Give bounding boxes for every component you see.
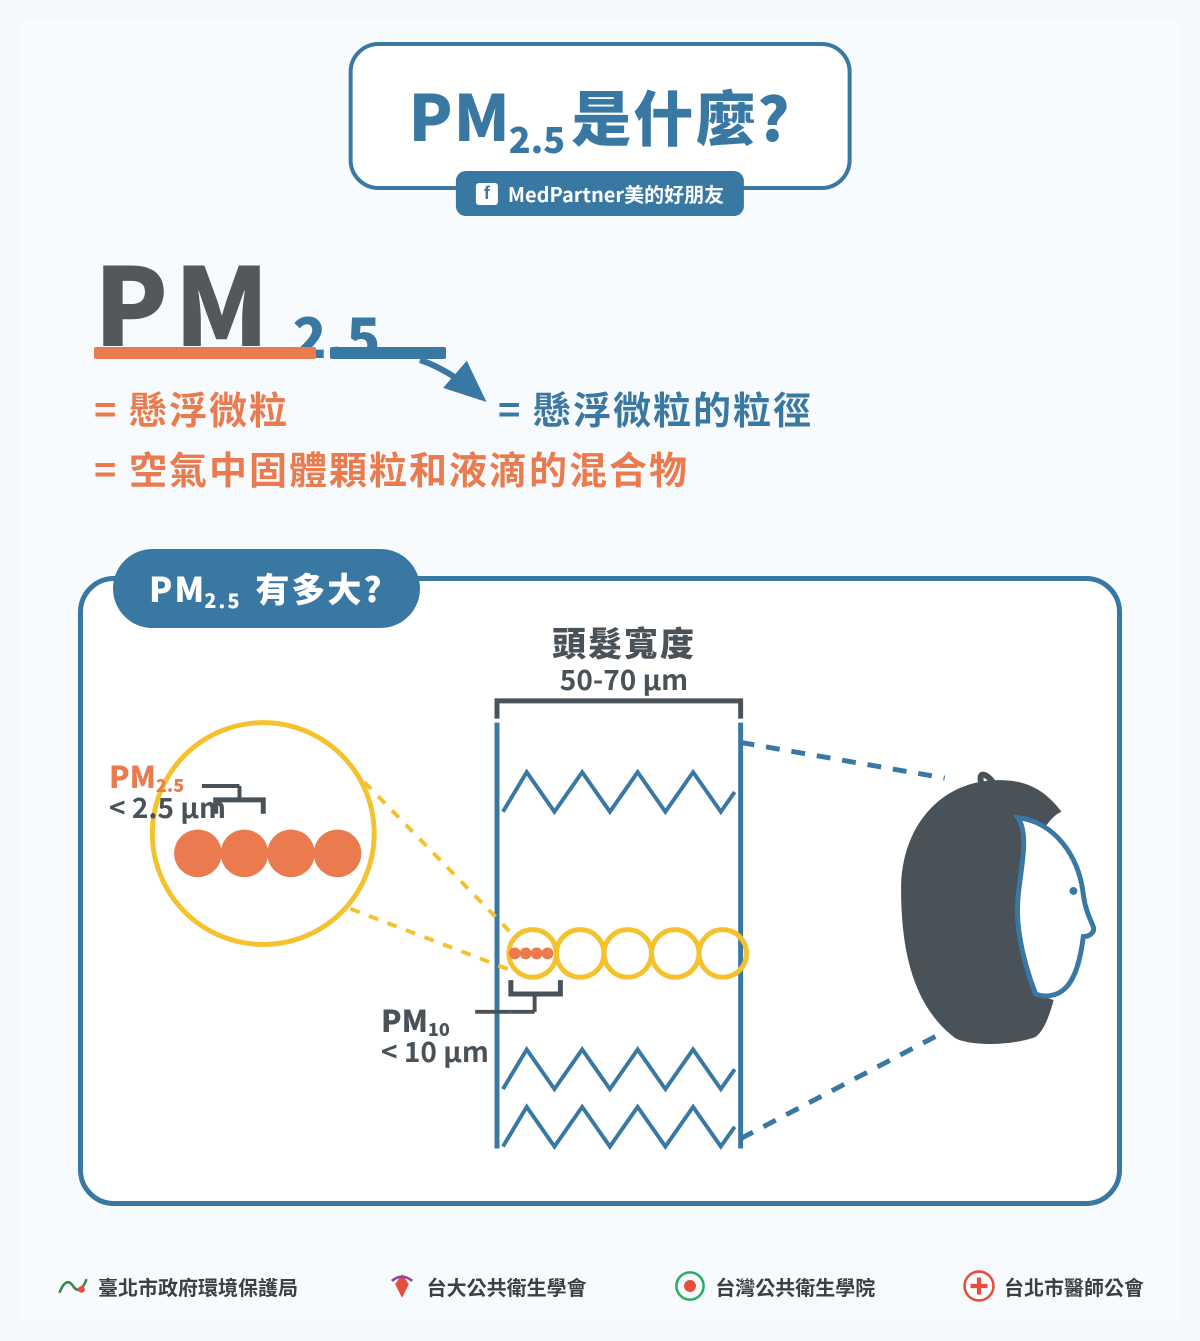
underline-orange bbox=[94, 347, 316, 359]
title-box: PM2.5是什麼? bbox=[349, 42, 852, 190]
title-pm: PM bbox=[409, 68, 511, 160]
sponsor-name: 台大公共衛生學會 bbox=[427, 1272, 587, 1301]
definition-mixture: = 空氣中固體顆粒和液滴的混合物 bbox=[94, 440, 689, 495]
sponsor-0: 臺北市政府環境保護局 bbox=[56, 1269, 298, 1303]
footer-sponsors: 臺北市政府環境保護局 台大公共衛生學會 台灣公共衛生學院 台北市醫師公會 bbox=[56, 1269, 1144, 1303]
sponsor-logo-icon bbox=[56, 1269, 90, 1303]
infographic-canvas: PM2.5是什麼? f MedPartner美的好朋友 PM 2.5 = 懸浮微… bbox=[20, 20, 1180, 1321]
sponsor-name: 台灣公共衛生學院 bbox=[715, 1272, 875, 1301]
facebook-badge[interactable]: f MedPartner美的好朋友 bbox=[456, 171, 744, 216]
hair-width-range: 50-70 μm bbox=[501, 659, 747, 699]
sponsor-2: 台灣公共衛生學院 bbox=[673, 1269, 875, 1303]
sponsor-logo-icon bbox=[962, 1269, 996, 1303]
big-pm-sub: 2.5 bbox=[293, 294, 381, 375]
facebook-text: MedPartner美的好朋友 bbox=[508, 179, 724, 208]
sponsor-1: 台大公共衛生學會 bbox=[385, 1269, 587, 1303]
definition-diameter: = 懸浮微粒的粒徑 bbox=[498, 380, 813, 435]
pm25-size: < 2.5 μm bbox=[109, 787, 226, 827]
sponsor-logo-icon bbox=[673, 1269, 707, 1303]
underline-blue bbox=[330, 347, 446, 359]
title-rest: 是什麼? bbox=[571, 72, 791, 159]
sponsor-name: 臺北市政府環境保護局 bbox=[98, 1272, 298, 1301]
sponsor-logo-icon bbox=[385, 1269, 419, 1303]
definition-pm: = 懸浮微粒 bbox=[94, 380, 289, 435]
facebook-icon: f bbox=[476, 183, 498, 205]
size-comparison-panel: PM2.5 有多大? bbox=[78, 576, 1122, 1206]
title-sub: 2.5 bbox=[509, 112, 565, 164]
head-icon bbox=[901, 775, 1094, 1044]
sponsor-name: 台北市醫師公會 bbox=[1004, 1272, 1144, 1301]
pm10-size: < 10 μm bbox=[381, 1031, 489, 1071]
sponsor-3: 台北市醫師公會 bbox=[962, 1269, 1144, 1303]
